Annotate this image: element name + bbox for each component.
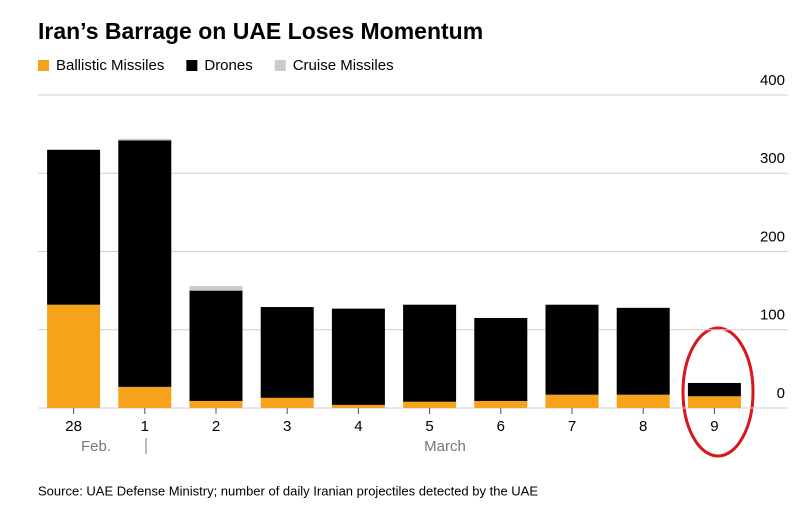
bar-segment <box>403 401 457 408</box>
y-tick-label: 200 <box>760 228 785 245</box>
source-note: Source: UAE Defense Ministry; number of … <box>38 483 538 498</box>
y-tick-label: 100 <box>760 307 785 324</box>
legend-swatch <box>274 60 286 71</box>
legend-label: Drones <box>204 57 252 74</box>
x-group-label: Feb. <box>81 438 111 455</box>
bar-segment <box>616 394 670 408</box>
legend-swatch <box>38 60 49 71</box>
legend-label: Ballistic Missiles <box>56 57 164 74</box>
x-tick-label: 8 <box>639 418 647 435</box>
x-tick-label: 5 <box>425 418 433 435</box>
bar-segment <box>474 400 528 408</box>
bar-segment <box>687 382 741 397</box>
legend-swatch <box>186 60 198 71</box>
bar-segment <box>545 304 599 395</box>
bar-segment <box>118 138 172 141</box>
bar-segment <box>47 304 101 408</box>
bar-segment <box>189 290 243 401</box>
x-tick-label: 1 <box>141 418 149 435</box>
bar-segment <box>189 285 243 291</box>
x-tick-label: 3 <box>283 418 291 435</box>
bar-segment <box>331 308 385 405</box>
bar-segment <box>260 397 314 408</box>
x-tick-label: 28 <box>65 418 82 435</box>
x-tick-label: 2 <box>212 418 220 435</box>
bar-segment <box>118 140 172 387</box>
bar-segment <box>118 386 172 408</box>
chart-title: Iran’s Barrage on UAE Loses Momentum <box>38 18 483 44</box>
bar-segment <box>474 318 528 401</box>
y-tick-label: 400 <box>760 72 785 89</box>
x-tick-label: 9 <box>710 418 718 435</box>
x-tick-label: 7 <box>568 418 576 435</box>
highlight-circle <box>681 326 755 458</box>
bar-segment <box>545 394 599 408</box>
legend-label: Cruise Missiles <box>293 57 394 74</box>
bar-segment <box>403 304 457 402</box>
bar-segment <box>47 149 101 305</box>
bar-segment <box>687 396 741 408</box>
y-tick-label: 0 <box>777 385 785 402</box>
bar-segment <box>616 307 670 395</box>
bar-segment <box>189 400 243 408</box>
bar-segment <box>260 307 314 398</box>
bar-segment <box>331 404 385 408</box>
x-tick-label: 4 <box>354 418 362 435</box>
x-tick-label: 6 <box>497 418 505 435</box>
y-tick-label: 300 <box>760 150 785 167</box>
x-group-label: March <box>424 438 466 455</box>
